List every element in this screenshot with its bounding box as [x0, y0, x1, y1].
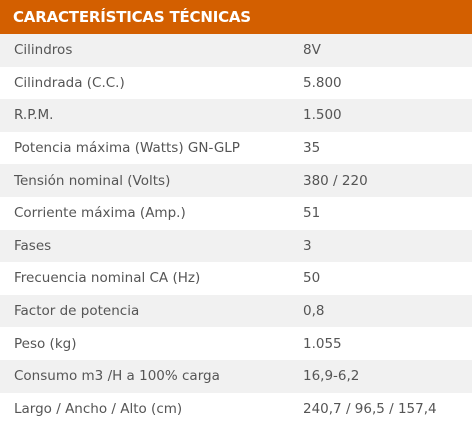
spec-label: Largo / Ancho / Alto (cm): [14, 400, 183, 417]
spec-value: 51: [303, 205, 321, 222]
spec-label: Factor de potencia: [14, 303, 140, 320]
spec-row-potencia: Potencia máxima (Watts) GN-GLP 35: [0, 131, 472, 165]
spec-row-frecuencia: Frecuencia nominal CA (Hz) 50: [0, 262, 472, 295]
spec-row-peso: Peso (kg) 1.055: [0, 327, 472, 360]
spec-label: R.P.M.: [14, 107, 54, 124]
spec-row-consumo: Consumo m3 /H a 100% carga 16,9-6,2: [0, 359, 472, 393]
spec-value: 0,8: [303, 303, 325, 320]
specs-title: CARACTERÍSTICAS TÉCNICAS: [0, 0, 472, 34]
spec-value: 35: [303, 140, 321, 157]
spec-row-cilindrada: Cilindrada (C.C.) 5.800: [0, 66, 472, 100]
spec-label: Cilindrada (C.C.): [14, 74, 125, 91]
spec-label: Corriente máxima (Amp.): [14, 205, 186, 222]
spec-value: 3: [303, 237, 312, 254]
spec-value: 16,9-6,2: [303, 368, 360, 385]
spec-value: 380 / 220: [303, 172, 368, 189]
spec-row-corriente: Corriente máxima (Amp.) 51: [0, 196, 472, 230]
spec-label: Fases: [14, 237, 52, 254]
spec-row-dimensiones: Largo / Ancho / Alto (cm) 240,7 / 96,5 /…: [0, 392, 472, 425]
spec-row-factor: Factor de potencia 0,8: [0, 294, 472, 328]
spec-row-rpm: R.P.M. 1.500: [0, 99, 472, 132]
spec-label: Peso (kg): [14, 335, 77, 352]
spec-row-tension: Tensión nominal (Volts) 380 / 220: [0, 164, 472, 197]
spec-label: Consumo m3 /H a 100% carga: [14, 368, 220, 385]
spec-value: 50: [303, 270, 321, 287]
spec-value: 1.055: [303, 335, 342, 352]
spec-label: Frecuencia nominal CA (Hz): [14, 270, 201, 287]
spec-value: 1.500: [303, 107, 342, 124]
spec-label: Potencia máxima (Watts) GN-GLP: [14, 140, 240, 157]
spec-value: 240,7 / 96,5 / 157,4: [303, 400, 437, 417]
spec-label: Cilindros: [14, 42, 73, 59]
spec-label: Tensión nominal (Volts): [14, 172, 171, 189]
spec-row-cilindros: Cilindros 8V: [0, 34, 472, 67]
spec-value: 8V: [303, 42, 321, 59]
specs-table: Cilindros 8V Cilindrada (C.C.) 5.800 R.P…: [0, 34, 472, 425]
spec-value: 5.800: [303, 74, 342, 91]
spec-row-fases: Fases 3: [0, 229, 472, 263]
